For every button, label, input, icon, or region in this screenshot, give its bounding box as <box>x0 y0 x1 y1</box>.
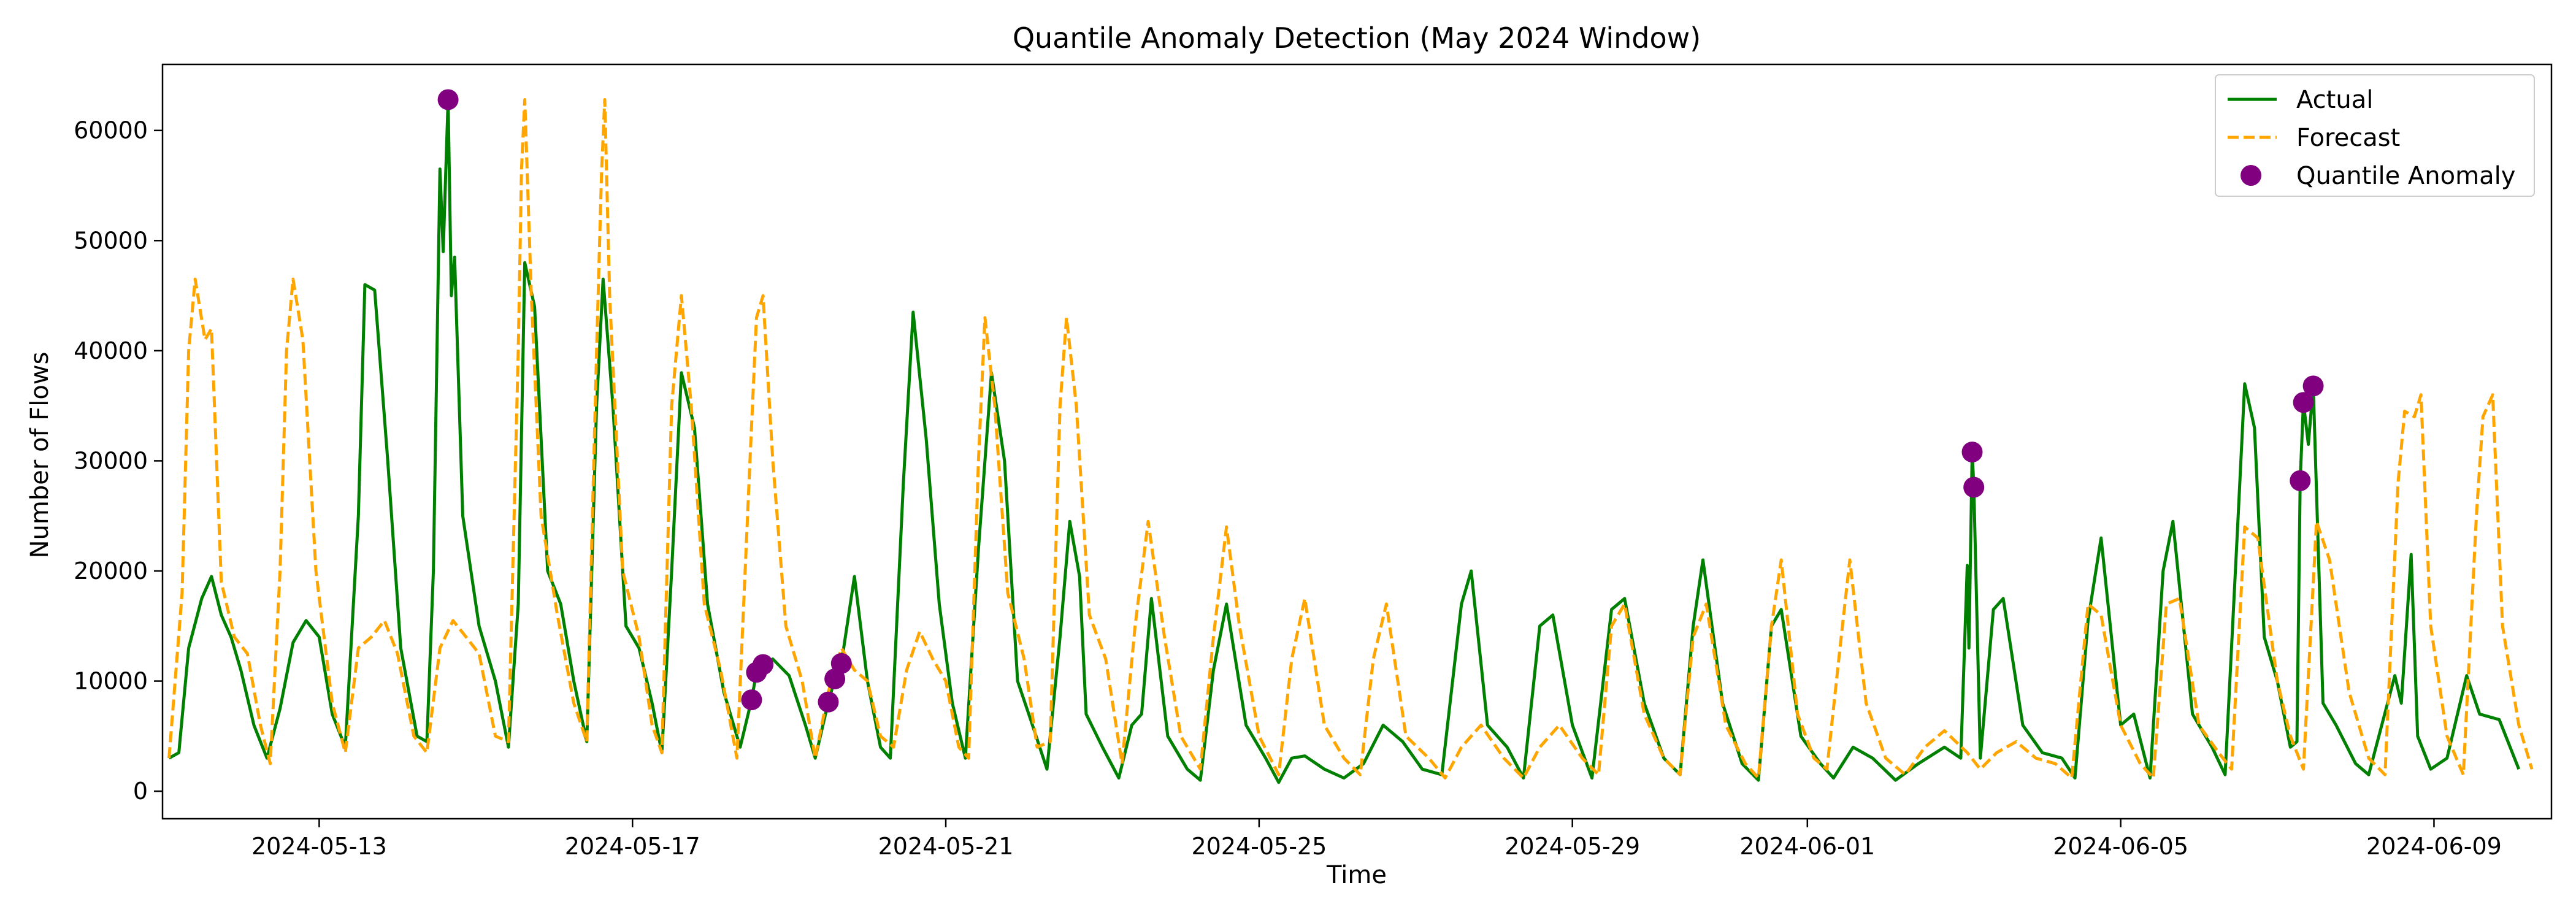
y-tick-label: 60000 <box>74 117 148 144</box>
x-tick-label: 2024-05-25 <box>1191 833 1327 860</box>
x-tick-label: 2024-06-01 <box>1739 833 1875 860</box>
y-tick-label: 40000 <box>74 337 148 364</box>
legend-label-actual: Actual <box>2296 86 2373 114</box>
legend-marker-quantile-anomaly <box>2241 165 2261 186</box>
y-axis-label: Number of Flows <box>26 352 54 559</box>
anomaly-point <box>2290 470 2311 491</box>
anomaly-point <box>753 654 774 675</box>
legend: Actual Forecast Quantile Anomaly <box>2215 74 2535 197</box>
anomaly-point <box>830 653 852 674</box>
x-tick-label: 2024-05-13 <box>251 833 387 860</box>
y-tick-label: 30000 <box>74 447 148 474</box>
legend-label-quantile-anomaly: Quantile Anomaly <box>2296 162 2515 190</box>
x-tick-label: 2024-06-05 <box>2053 833 2188 860</box>
x-tick-label: 2024-05-29 <box>1505 833 1640 860</box>
anomaly-point <box>1961 442 1983 463</box>
x-tick-label: 2024-05-21 <box>878 833 1014 860</box>
series-line-actual <box>168 98 2521 784</box>
y-tick-label: 50000 <box>74 227 148 254</box>
axes-frame <box>161 63 2553 820</box>
chart-title: Quantile Anomaly Detection (May 2024 Win… <box>1013 21 1701 55</box>
anomaly-point <box>818 691 839 713</box>
y-tick-label: 0 <box>133 778 148 805</box>
x-axis-label: Time <box>1326 861 1387 889</box>
y-tick-label: 10000 <box>74 668 148 695</box>
plot-area: 0 10000 20000 30000 40000 50000 60000 2024-05-1… <box>74 63 2553 860</box>
anomaly-point <box>2302 375 2324 397</box>
legend-box <box>2215 74 2535 197</box>
anomaly-point <box>2293 392 2314 413</box>
x-tick-label: 2024-06-09 <box>2366 833 2502 860</box>
anomaly-point <box>1963 477 1985 498</box>
x-tick-label: 2024-05-17 <box>565 833 700 860</box>
anomaly-point <box>437 89 459 110</box>
anomaly-point <box>741 689 762 711</box>
y-tick-label: 20000 <box>74 557 148 584</box>
legend-label-forecast: Forecast <box>2296 124 2400 152</box>
